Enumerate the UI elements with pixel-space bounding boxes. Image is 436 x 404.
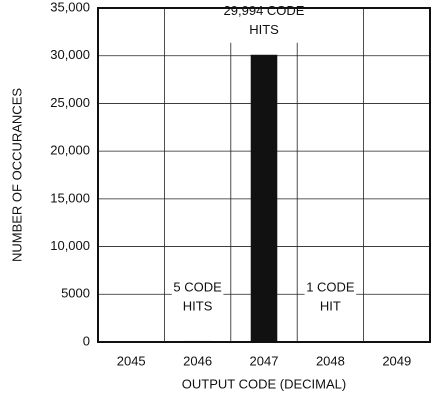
x-axis-label: OUTPUT CODE (DECIMAL) [182, 376, 346, 391]
label-background [219, 2, 309, 43]
x-tick-label: 2045 [117, 353, 146, 368]
bar [250, 54, 278, 342]
y-tick-label: 10,000 [50, 238, 90, 253]
x-tick-label: 2047 [250, 353, 279, 368]
plot-frame [97, 7, 431, 343]
data-label: HIT [320, 298, 341, 313]
x-tick-label: 2048 [316, 353, 345, 368]
y-tick-label: 20,000 [50, 143, 90, 158]
data-label: 1 CODE [306, 279, 355, 294]
data-label: HITS [249, 22, 279, 37]
data-label: 29,994 CODE [224, 3, 305, 18]
y-tick-label: 30,000 [50, 47, 90, 62]
label-background [304, 279, 357, 319]
data-label: 5 CODE [173, 279, 222, 294]
y-axis-label: NUMBER OF OCCURANCES [9, 88, 24, 262]
y-tick-label: 35,000 [50, 0, 90, 14]
label-background [171, 279, 224, 319]
y-tick-label: 0 [83, 333, 90, 348]
x-tick-label: 2046 [183, 353, 212, 368]
y-tick-label: 5000 [61, 286, 90, 301]
data-label: HITS [183, 298, 213, 313]
y-tick-label: 15,000 [50, 190, 90, 205]
x-tick-label: 2049 [382, 353, 411, 368]
y-tick-label: 25,000 [50, 95, 90, 110]
